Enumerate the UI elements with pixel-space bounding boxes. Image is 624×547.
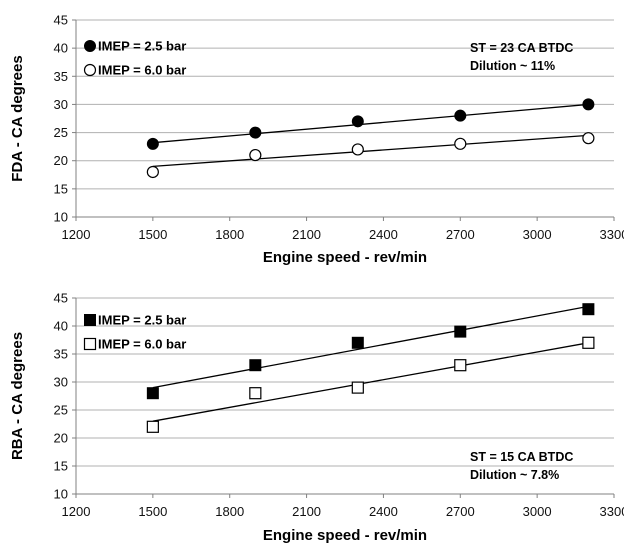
legend-label: IMEP = 2.5 bar: [98, 39, 186, 54]
data-point: [146, 387, 159, 400]
x-tick-label: 1500: [138, 227, 167, 242]
legend: IMEP = 2.5 bar IMEP = 6.0 bar: [83, 39, 186, 78]
series-1: [146, 98, 595, 150]
trendline: [152, 103, 589, 144]
y-tick-label: 25: [54, 125, 68, 140]
series-2: [146, 336, 595, 433]
y-tick-label: 35: [54, 69, 68, 84]
y-tick-label: 45: [54, 291, 68, 306]
x-axis-title: Engine speed - rev/min: [263, 249, 427, 266]
data-point: [582, 132, 595, 145]
x-tick-label: 3000: [523, 227, 552, 242]
y-tick-label: 45: [54, 13, 68, 28]
annotation-line: ST = 15 CA BTDC: [470, 450, 573, 464]
x-tick-label: 3300: [600, 227, 624, 242]
series-1: [146, 303, 595, 400]
legend-marker: [83, 337, 97, 351]
x-tick-label: 1800: [215, 227, 244, 242]
trendline: [152, 134, 589, 167]
trendline: [152, 305, 589, 389]
x-tick-label: 2100: [292, 227, 321, 242]
data-point: [454, 325, 467, 338]
x-tick-label: 2400: [369, 227, 398, 242]
y-tick-label: 15: [54, 459, 68, 474]
annotation: ST = 15 CA BTDC Dilution ~ 7.8%: [470, 450, 573, 482]
data-point: [454, 109, 467, 122]
data-point: [249, 387, 262, 400]
x-tick-label: 2700: [446, 227, 475, 242]
annotation-line: Dilution ~ 7.8%: [470, 468, 559, 482]
y-axis-title: FDA - CA degrees: [9, 55, 26, 181]
y-tick-label: 10: [54, 487, 68, 502]
data-point: [249, 359, 262, 372]
data-point: [249, 126, 262, 139]
x-axis-title: Engine speed - rev/min: [263, 527, 427, 544]
x-tick-label: 2100: [292, 504, 321, 519]
annotation: ST = 23 CA BTDC Dilution ~ 11%: [470, 41, 573, 73]
data-point: [351, 115, 364, 128]
y-tick-label: 40: [54, 319, 68, 334]
chart-panel-2: 10 15 20 25 30 35 40 45 1200 1500 1800 2100 2400 2700…: [9, 291, 624, 545]
legend-marker: [84, 40, 96, 52]
data-point: [351, 143, 364, 156]
data-point: [454, 359, 467, 372]
y-tick-label: 20: [54, 153, 68, 168]
series-2: [146, 132, 595, 179]
legend-label: IMEP = 2.5 bar: [98, 313, 186, 328]
y-tick-label: 25: [54, 403, 68, 418]
x-tick-label: 1200: [62, 227, 91, 242]
x-tick-label: 2400: [369, 504, 398, 519]
y-tick-label: 30: [54, 375, 68, 390]
annotation-line: Dilution ~ 11%: [470, 59, 555, 73]
legend: IMEP = 2.5 bar IMEP = 6.0 bar: [83, 313, 186, 352]
y-tick-label: 20: [54, 431, 68, 446]
y-tick-label: 30: [54, 97, 68, 112]
data-point: [582, 98, 595, 111]
data-point: [582, 336, 595, 349]
legend-marker: [84, 314, 96, 326]
data-point: [582, 303, 595, 316]
data-point: [146, 420, 159, 433]
y-tick-label: 35: [54, 347, 68, 362]
legend-marker: [83, 63, 97, 77]
x-tick-label: 2700: [446, 504, 475, 519]
legend-label: IMEP = 6.0 bar: [98, 63, 186, 78]
y-tick-label: 15: [54, 181, 68, 196]
chart-panel-1: 10 15 20 25 30 35 40 45 1200 1500 1800 2100 2400 2700…: [9, 13, 624, 267]
data-point: [454, 137, 467, 150]
y-tick-label: 40: [54, 41, 68, 56]
x-tick-label: 1800: [215, 504, 244, 519]
x-tick-label: 1200: [62, 504, 91, 519]
legend-label: IMEP = 6.0 bar: [98, 337, 186, 352]
data-point: [249, 148, 262, 162]
data-point: [146, 165, 159, 179]
y-tick-label: 10: [54, 210, 68, 225]
annotation-line: ST = 23 CA BTDC: [470, 41, 573, 55]
x-tick-label: 3300: [600, 504, 624, 519]
data-point: [146, 137, 159, 150]
y-axis-title: RBA - CA degrees: [9, 332, 26, 460]
data-point: [351, 336, 364, 349]
data-point: [351, 381, 364, 394]
x-tick-label: 3000: [523, 504, 552, 519]
trendline: [152, 342, 589, 422]
x-tick-label: 1500: [138, 504, 167, 519]
